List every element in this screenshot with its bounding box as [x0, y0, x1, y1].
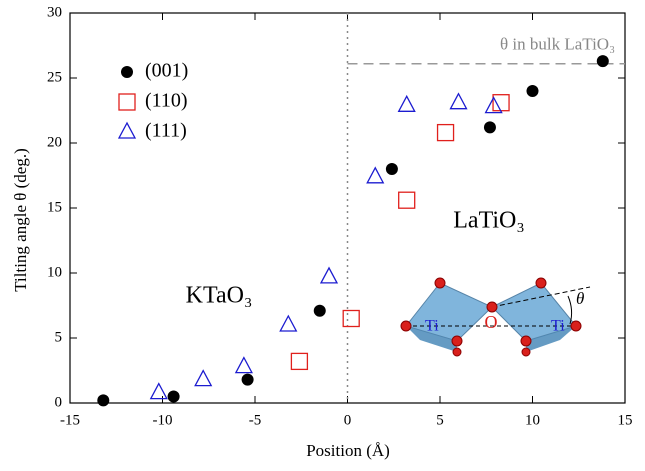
y-axis-label: Tilting angle θ (deg.)	[11, 148, 30, 292]
y-tick-label: 0	[55, 394, 63, 410]
point	[314, 305, 326, 317]
y-tick-label: 10	[47, 264, 62, 280]
atom	[453, 348, 461, 356]
point	[343, 311, 359, 327]
point	[321, 268, 337, 283]
point	[438, 125, 454, 141]
page: {"chart_data": {"type": "scatter", "xlab…	[0, 0, 645, 471]
inset-label: θ	[576, 289, 584, 308]
y-tick-label: 30	[47, 4, 62, 20]
point	[291, 353, 307, 369]
point	[97, 394, 109, 406]
y-tick-label: 25	[47, 69, 62, 85]
atom	[536, 278, 546, 288]
point	[280, 316, 296, 331]
x-tick-label: 0	[344, 412, 352, 428]
x-tick-label: 15	[618, 412, 633, 428]
point	[151, 384, 167, 399]
legend-marker	[121, 66, 133, 78]
legend-label: (001)	[145, 60, 188, 82]
x-tick-label: -15	[60, 412, 80, 428]
point	[451, 94, 467, 109]
legend-marker	[119, 123, 135, 138]
inset-label: Ti	[425, 318, 439, 335]
region-label: KTaO₃	[186, 283, 253, 309]
point	[242, 374, 254, 386]
point	[484, 121, 496, 133]
point	[367, 168, 383, 183]
point	[236, 358, 252, 373]
x-tick-label: 5	[436, 412, 444, 428]
chart: Tilting angle θ (deg.) Position (Å) KTaO…	[0, 0, 645, 466]
atom	[522, 348, 530, 356]
legend-label: (111)	[145, 120, 187, 142]
reference-label: θ in bulk LaTiO₃	[500, 35, 615, 54]
legend-label: (110)	[145, 90, 188, 112]
atom	[571, 321, 581, 331]
point	[399, 96, 415, 111]
point	[386, 163, 398, 175]
point	[527, 85, 539, 97]
x-tick-label: 10	[525, 412, 540, 428]
y-tick-label: 15	[47, 199, 62, 215]
x-tick-label: -10	[153, 412, 173, 428]
atom	[401, 321, 411, 331]
region-label: LaTiO₃	[453, 208, 525, 234]
point	[493, 95, 509, 111]
y-tick-label: 5	[55, 329, 63, 345]
atom	[435, 278, 445, 288]
atom	[487, 302, 497, 312]
legend-marker	[119, 94, 135, 110]
x-axis-label: Position (Å)	[306, 441, 390, 460]
atom	[521, 336, 531, 346]
point	[195, 371, 211, 386]
y-tick-label: 20	[47, 134, 62, 150]
inset-diagram: Ti O Ti θ	[401, 278, 590, 356]
atom	[452, 336, 462, 346]
inset-label: Ti	[551, 318, 565, 335]
x-tick-label: -5	[249, 412, 262, 428]
point	[597, 55, 609, 67]
inset-label: O	[485, 312, 498, 332]
point	[168, 391, 180, 403]
point	[399, 192, 415, 208]
